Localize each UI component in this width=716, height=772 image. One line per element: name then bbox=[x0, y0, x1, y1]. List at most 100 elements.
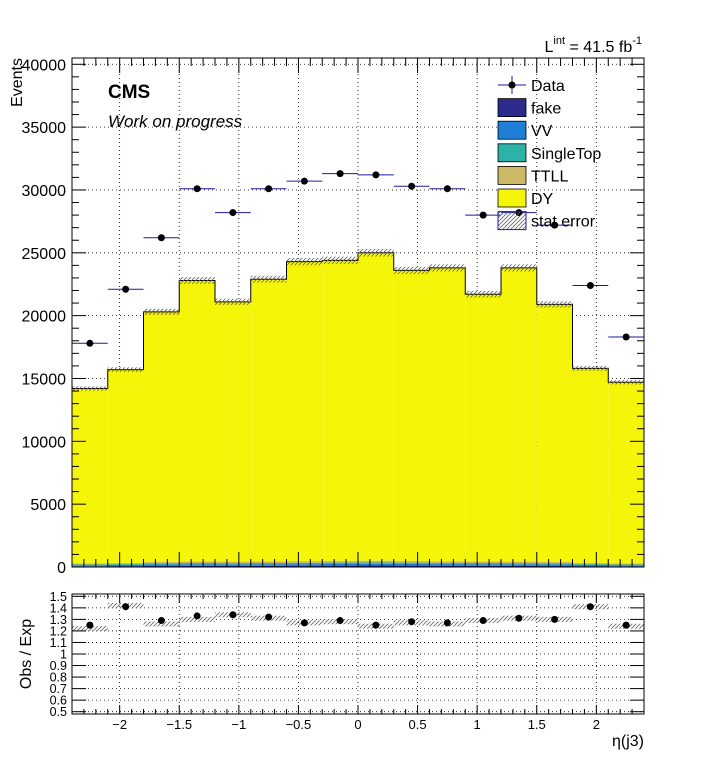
bar-dy bbox=[107, 369, 144, 563]
bar-singletop bbox=[250, 562, 287, 565]
bar-vv bbox=[393, 563, 430, 566]
bar-singletop bbox=[143, 563, 180, 565]
data-point bbox=[265, 185, 273, 193]
ratio-point bbox=[479, 617, 487, 625]
stat-error-bin bbox=[465, 291, 501, 298]
x-tick-label: 1 bbox=[474, 717, 481, 732]
stat-error-bin bbox=[536, 301, 573, 308]
bar-vv bbox=[572, 564, 609, 567]
legend-swatch-dy bbox=[497, 188, 527, 208]
ratio-error-band bbox=[72, 603, 644, 632]
ratio-point bbox=[622, 621, 630, 629]
ratio-point bbox=[193, 612, 201, 620]
ratio-y-axis-title: Obs / Exp bbox=[18, 619, 35, 689]
legend-swatch-fake bbox=[497, 98, 527, 117]
ratio-point bbox=[336, 617, 344, 625]
bar-singletop bbox=[465, 562, 501, 565]
bar-dy bbox=[286, 261, 323, 562]
bar-ttll bbox=[322, 560, 358, 563]
y-tick-label: 15000 bbox=[22, 371, 67, 388]
bar-fake bbox=[286, 565, 323, 567]
bar-dy bbox=[572, 368, 609, 563]
bar-dy bbox=[536, 304, 573, 562]
bar-singletop bbox=[286, 562, 323, 565]
data-point bbox=[122, 285, 130, 293]
stat-error-bin bbox=[358, 249, 394, 257]
ratio-axes: 0.50.60.70.80.911.11.21.31.41.5−2 −1.5 −1−… bbox=[50, 590, 645, 732]
ratio-point bbox=[408, 618, 416, 626]
y-tick-label: 25000 bbox=[22, 246, 67, 263]
bar-dy bbox=[358, 252, 394, 561]
bar-fake bbox=[358, 565, 394, 567]
bar-vv bbox=[107, 564, 144, 567]
stat-error-bin bbox=[572, 366, 609, 371]
bar-singletop bbox=[608, 564, 644, 566]
bar-dy bbox=[429, 267, 466, 562]
legend-label-singletop: SingleTop bbox=[531, 146, 601, 163]
data-points bbox=[72, 170, 644, 347]
y-tick-label: 0 bbox=[57, 560, 66, 577]
ratio-y-tick-label: 1 bbox=[60, 648, 67, 662]
bar-ttll bbox=[429, 561, 466, 563]
ratio-y-tick-label: 0.6 bbox=[50, 694, 67, 708]
bar-vv bbox=[143, 564, 180, 566]
legend-label-data: Data bbox=[531, 78, 565, 95]
bar-ttll bbox=[608, 563, 644, 565]
data-point bbox=[372, 171, 380, 179]
stat-error-bin bbox=[501, 264, 537, 272]
bar-fake bbox=[429, 565, 466, 567]
bar-singletop bbox=[536, 563, 573, 565]
bar-vv bbox=[608, 565, 644, 567]
bar-ttll bbox=[286, 561, 323, 563]
legend-swatch-stat-error bbox=[497, 211, 527, 231]
bar-ttll bbox=[358, 560, 394, 563]
bar-dy bbox=[608, 382, 644, 564]
data-point bbox=[300, 177, 308, 185]
bar-fake bbox=[536, 565, 573, 567]
bar-ttll bbox=[143, 561, 180, 564]
stat-error-bin bbox=[393, 266, 430, 274]
bar-dy bbox=[72, 388, 108, 564]
ratio-point bbox=[372, 621, 380, 629]
legend: Data fake VV SingleTop TTLL DY stat error bbox=[497, 76, 601, 231]
bar-dy bbox=[465, 294, 501, 562]
experiment-label: CMS bbox=[108, 82, 150, 103]
bar-ttll bbox=[250, 561, 287, 563]
bar-vv bbox=[358, 563, 394, 566]
bar-fake bbox=[465, 565, 501, 567]
data-point bbox=[229, 209, 237, 217]
legend-label-fake: fake bbox=[531, 101, 561, 118]
ratio-points bbox=[86, 603, 630, 629]
ratio-y-tick-label: 0.9 bbox=[50, 659, 67, 673]
data-point bbox=[336, 170, 344, 178]
ratio-y-tick-label: 0.8 bbox=[50, 671, 67, 685]
data-point bbox=[86, 339, 94, 347]
bar-vv bbox=[72, 565, 108, 567]
bar-vv bbox=[286, 564, 323, 566]
bar-ttll bbox=[107, 562, 144, 565]
stat-error-bin bbox=[107, 367, 144, 373]
main-axes: 0 5000 10000 15000 20000 25000 30000 35000 40000 bbox=[22, 57, 645, 577]
ratio-point bbox=[229, 611, 237, 619]
bar-fake bbox=[250, 565, 287, 567]
y-tick-label: 20000 bbox=[22, 309, 67, 326]
x-tick-label: −1.5 bbox=[166, 717, 192, 732]
bar-singletop bbox=[429, 562, 466, 565]
stat-error-bin bbox=[215, 298, 251, 305]
bar-singletop bbox=[501, 563, 537, 565]
bar-fake bbox=[143, 565, 180, 567]
bar-vv bbox=[429, 564, 466, 566]
bar-dy bbox=[322, 260, 358, 561]
stat-error-band bbox=[72, 249, 644, 391]
bar-ttll bbox=[72, 563, 108, 565]
legend-label-dy: DY bbox=[531, 191, 554, 208]
x-tick-label: −0.5 bbox=[286, 717, 312, 732]
y-axis-title: Events bbox=[9, 58, 26, 107]
ratio-grid bbox=[72, 594, 644, 714]
ratio-point bbox=[586, 603, 594, 611]
bar-fake bbox=[179, 565, 215, 567]
bar-dy bbox=[179, 280, 215, 562]
bar-vv bbox=[536, 564, 573, 566]
x-tick-label: −1 bbox=[231, 717, 246, 732]
